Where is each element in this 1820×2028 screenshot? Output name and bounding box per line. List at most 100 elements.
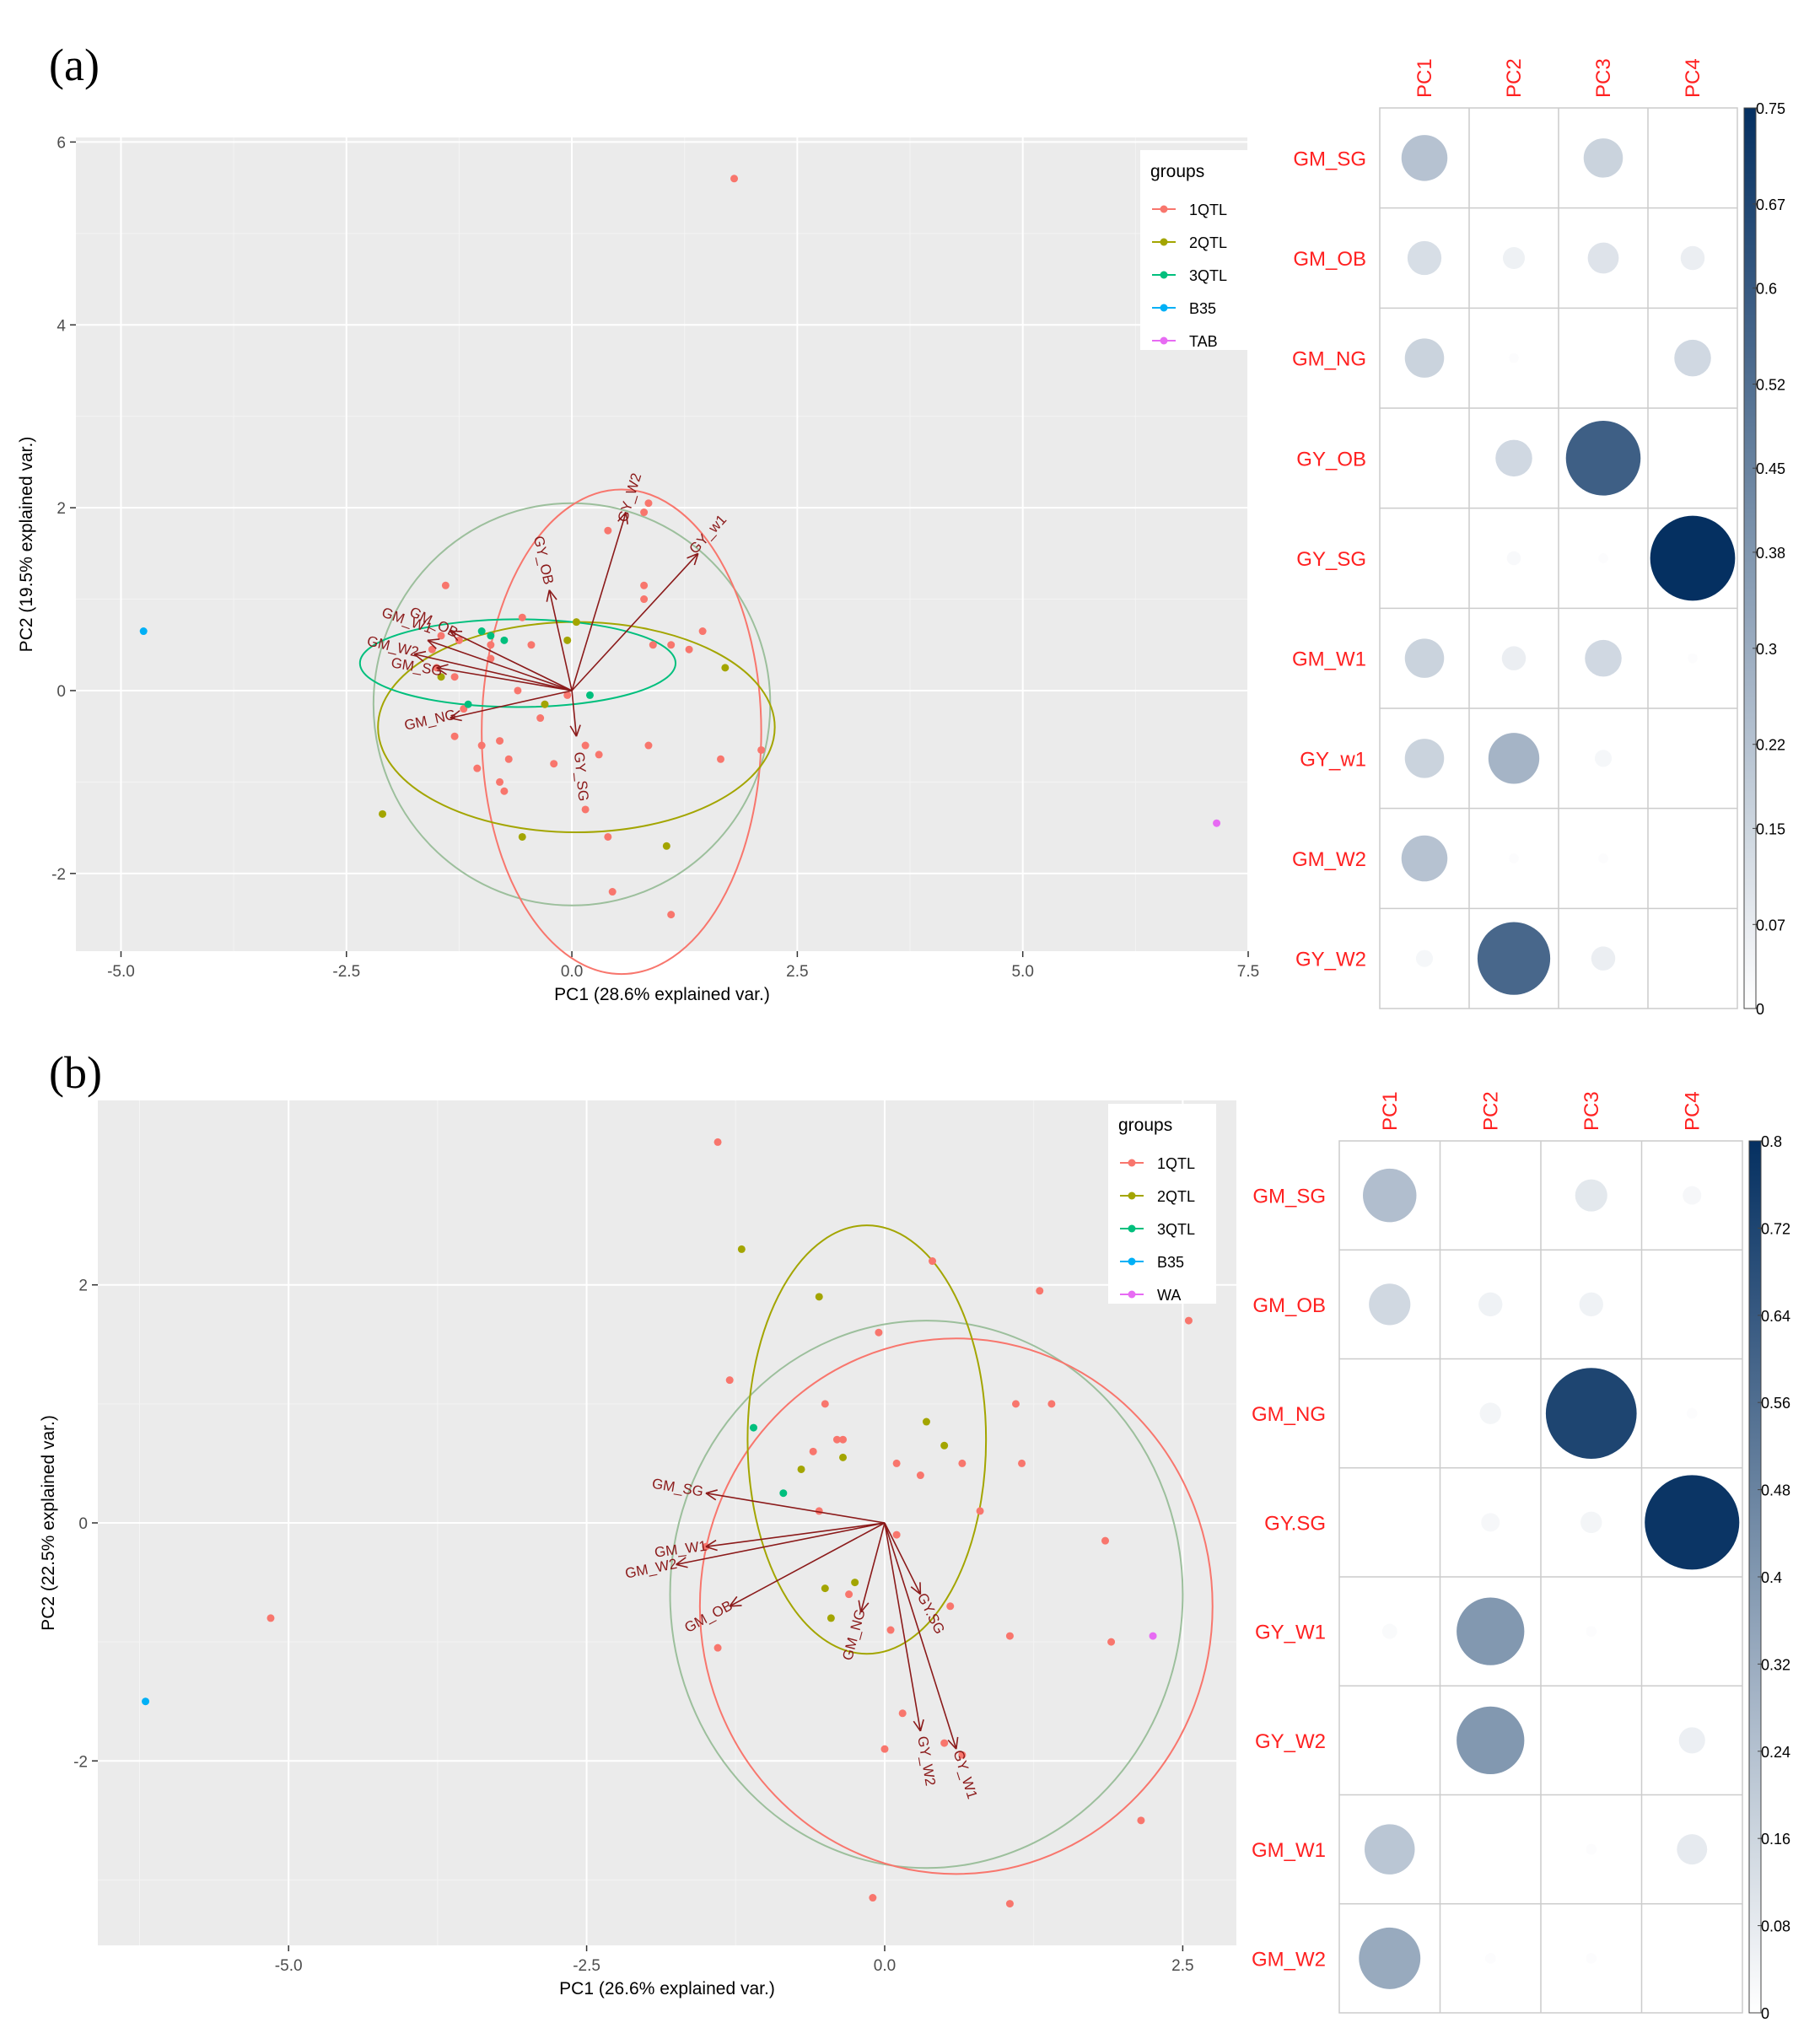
pa-legend-label-tab: TAB [1189, 333, 1218, 350]
pa-point-1qtl [581, 741, 590, 750]
pb-col-label-pc3: PC3 [1580, 1091, 1603, 1131]
pb-legend-label-wa: WA [1157, 1287, 1181, 1304]
pa-legend-key-2qtl [1160, 238, 1168, 246]
pb-row-label-gy-w2: GY_W2 [1255, 1730, 1326, 1753]
pa-point-1qtl [455, 636, 463, 644]
pb-point-2qtl [827, 1614, 835, 1622]
pb-point-1qtl [946, 1602, 955, 1611]
pa-row-label-gy-w1: GY_w1 [1300, 748, 1366, 771]
pa-arrowhead-gm-w2 [413, 650, 427, 663]
pa-y-tick-label: 0 [57, 683, 66, 701]
pa-point-1qtl [514, 686, 522, 695]
pa-x-tick-label: -2.5 [332, 963, 360, 981]
pb-corr-circle-gm-ng-pc3 [1545, 1368, 1637, 1459]
pb-colorbar-label: 0 [1761, 2005, 1769, 2022]
pb-point-1qtl [821, 1400, 829, 1408]
pb-x-axis-title: PC1 (26.6% explained var.) [559, 1979, 775, 1998]
pa-point-1qtl [644, 499, 653, 508]
pa-corr-circle-gy-sg-pc2 [1506, 551, 1521, 566]
pb-legend-key-1qtl [1128, 1159, 1136, 1167]
pa-corr-circle-gm-w1-pc1 [1404, 638, 1445, 678]
pb-x-tick-label: -2.5 [573, 1957, 600, 1975]
pa-row-label-gm-w1: GM_W1 [1292, 648, 1366, 671]
pb-corr-circle-gm-ob-pc3 [1579, 1292, 1603, 1317]
pa-colorbar-label: 0.38 [1756, 545, 1785, 562]
pb-corr-circle-gm-w1-pc3 [1586, 1843, 1597, 1855]
pa-corr-circle-gm-ob-pc2 [1502, 246, 1526, 270]
pa-point-3qtl [500, 636, 509, 644]
pa-corr-circle-gm-ob-pc1 [1407, 240, 1442, 276]
pb-arrowhead-gy-w2 [913, 1719, 924, 1732]
pb-loading-arrow-gy-w2 [884, 1522, 922, 1732]
pb-ellipse-1qtl [698, 1337, 1214, 1875]
pa-corr-circle-gy-sg-pc3 [1598, 553, 1608, 563]
pa-point-1qtl [604, 832, 612, 841]
pa-y-tick-label: 6 [57, 134, 66, 152]
pa-point-1qtl [640, 508, 649, 517]
pb-point-1qtl [267, 1614, 275, 1622]
pa-colorbar-label: 0 [1756, 1001, 1764, 1018]
pb-ellipse-2qtl [746, 1224, 988, 1655]
pb-corr-circle-gm-w2-pc3 [1586, 1953, 1597, 1964]
pa-loading-arrow-gm-sg [436, 667, 573, 691]
pa-point-1qtl [496, 737, 504, 745]
pb-point-b35 [142, 1697, 150, 1706]
pa-point-1qtl [477, 741, 486, 750]
pb-point-1qtl [1018, 1459, 1026, 1467]
pa-x-tick-label: -5.0 [107, 963, 135, 981]
pb-colorbar-label: 0.08 [1761, 1918, 1790, 1935]
pb-x-tick-label: 0.0 [874, 1957, 896, 1975]
pb-col-label-pc4: PC4 [1681, 1091, 1704, 1131]
pa-corr-circle-gm-ob-pc4 [1680, 245, 1705, 271]
pb-point-2qtl [797, 1465, 805, 1473]
pa-point-1qtl [644, 741, 653, 750]
pb-arrowhead-gm-ng [858, 1600, 870, 1613]
pb-point-1qtl [892, 1530, 901, 1539]
pb-row-label-gm-ng: GM_NG [1252, 1403, 1326, 1426]
pb-colorbar-label: 0.56 [1761, 1395, 1790, 1412]
pa-corr-circle-gm-sg-pc1 [1401, 135, 1448, 181]
pb-corr-circle-gy-sg-pc2 [1481, 1513, 1500, 1532]
pca-biplot-a: -5.0 -2.5 0.0 2.5 5.0 7.5 -2 0 2 4 6 PC1 (28.6% exp… [17, 134, 1259, 1004]
pb-ellipse-normal [669, 1320, 1184, 1869]
panel-a-label: (a) [49, 40, 100, 90]
pa-point-1qtl [667, 641, 676, 649]
pa-point-tab [1213, 819, 1221, 827]
pa-point-1qtl [717, 755, 724, 763]
pb-legend-key-2qtl [1128, 1192, 1136, 1200]
pa-point-1qtl [550, 760, 558, 768]
pa-point-1qtl [500, 787, 509, 795]
pa-x-tick-label: 2.5 [786, 963, 808, 981]
pa-row-label-gm-w2: GM_W2 [1292, 848, 1366, 871]
pa-legend-key-1qtl [1160, 205, 1168, 213]
pa-point-b35 [139, 627, 148, 636]
pb-point-1qtl [892, 1459, 901, 1467]
pa-corr-circle-gy-w2-pc3 [1591, 946, 1616, 971]
pb-legend-key-b35 [1128, 1257, 1136, 1266]
pb-colorbar-label: 0.64 [1761, 1308, 1790, 1325]
pa-point-2qtl [518, 832, 526, 841]
pa-legend-title: groups [1150, 162, 1204, 181]
pb-point-1qtl [1036, 1287, 1044, 1295]
pa-legend-key-tab [1160, 336, 1168, 345]
pa-corr-circle-gm-ob-pc3 [1587, 242, 1619, 274]
pa-y-tick-label: 4 [57, 317, 66, 335]
pa-arrowhead-gy-w2 [617, 512, 628, 524]
pb-corr-circle-gy-w1-pc3 [1586, 1626, 1597, 1637]
pb-row-label-gm-sg: GM_SG [1252, 1186, 1326, 1208]
pa-legend-label-1qtl: 1QTL [1189, 202, 1227, 218]
pa-point-1qtl [640, 581, 649, 589]
pa-colorbar-label: 0.6 [1756, 281, 1777, 298]
pa-point-1qtl [595, 750, 603, 759]
pb-corr-circle-gm-w2-pc2 [1484, 1953, 1496, 1964]
pa-point-1qtl [667, 911, 676, 919]
pb-row-label-gy-w1: GY_W1 [1255, 1622, 1326, 1644]
pa-x-axis-title: PC1 (28.6% explained var.) [554, 985, 770, 1004]
pa-col-label-pc2: PC2 [1503, 58, 1526, 98]
pa-row-label-gy-ob: GY_OB [1296, 448, 1366, 471]
pb-point-1qtl [929, 1257, 937, 1266]
pa-point-1qtl [527, 641, 536, 649]
pa-colorbar-label: 0.52 [1756, 377, 1785, 394]
pb-point-2qtl [815, 1293, 823, 1301]
pb-loading-arrow-gm-ng [859, 1522, 886, 1613]
